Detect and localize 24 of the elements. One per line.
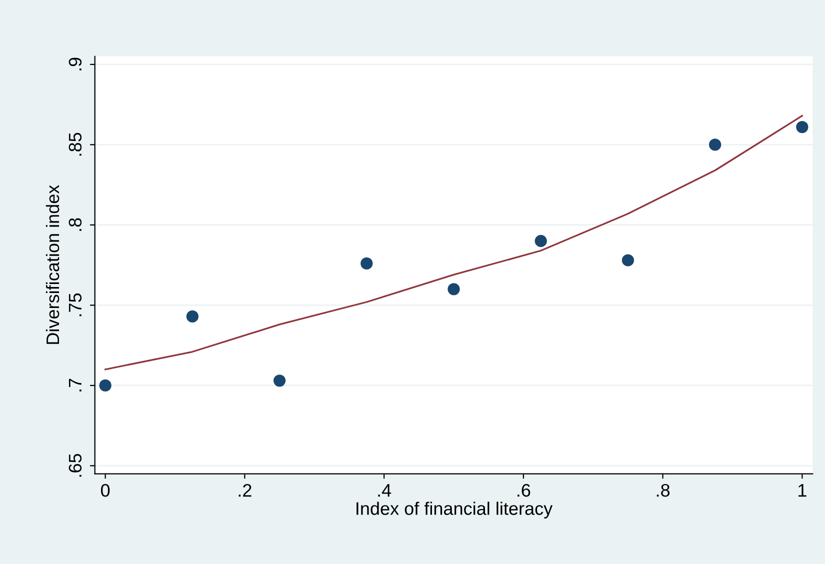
point bbox=[360, 257, 373, 270]
y-tick-label: .85 bbox=[68, 132, 82, 156]
y-tick-label: .65 bbox=[68, 454, 82, 477]
x-axis-title: Index of financial literacy bbox=[356, 502, 553, 519]
x-tick-label: .8 bbox=[656, 484, 670, 497]
point bbox=[622, 254, 634, 266]
x-tick-label: 0 bbox=[101, 484, 110, 497]
x-tick-label: 1 bbox=[798, 484, 806, 497]
point bbox=[534, 234, 547, 248]
point bbox=[448, 283, 460, 296]
point bbox=[796, 120, 808, 134]
y-axis-title: Diversification index bbox=[46, 184, 60, 344]
x-tick-label: .2 bbox=[238, 484, 252, 497]
x-tick-label: .4 bbox=[378, 484, 392, 497]
point bbox=[708, 138, 722, 151]
y-tick-label: .75 bbox=[68, 293, 82, 316]
y-tick-label: .8 bbox=[68, 218, 82, 231]
line-series bbox=[104, 114, 804, 370]
y-tick-label: .9 bbox=[68, 58, 82, 70]
point bbox=[273, 374, 286, 387]
point bbox=[186, 310, 199, 323]
y-tick-label: .7 bbox=[68, 378, 82, 392]
x-tick-label: .6 bbox=[518, 484, 530, 497]
point bbox=[99, 379, 112, 392]
